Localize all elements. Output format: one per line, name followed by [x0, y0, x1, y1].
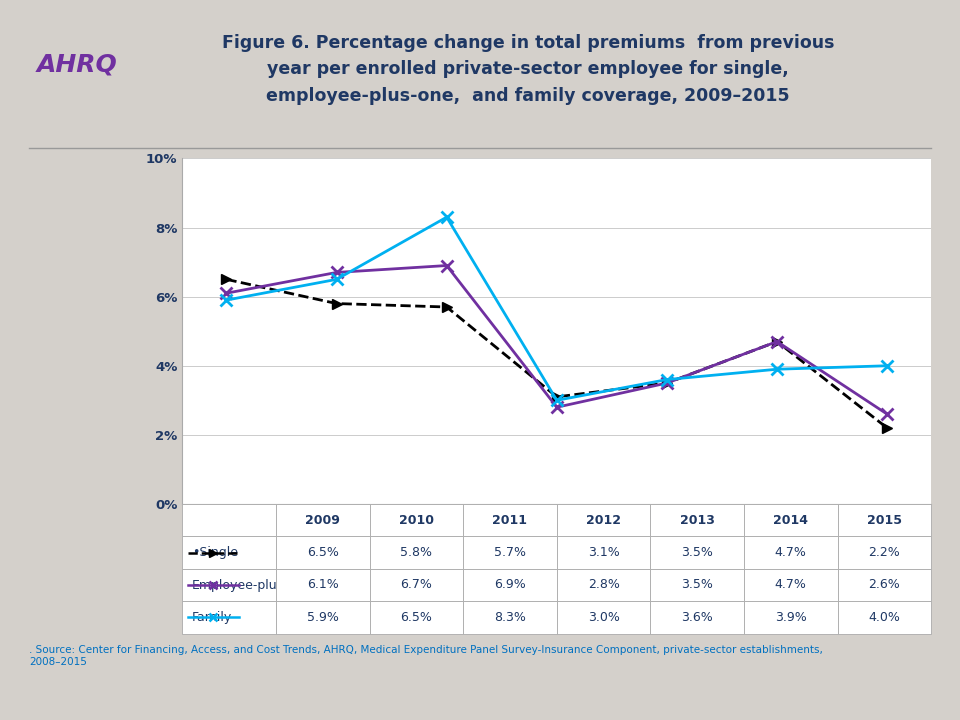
Text: . Source: Center for Financing, Access, and Cost Trends, AHRQ, Medical Expenditu: . Source: Center for Financing, Access, …	[29, 645, 823, 667]
Text: Figure 6. Percentage change in total premiums  from previous
year per enrolled p: Figure 6. Percentage change in total pre…	[222, 34, 834, 104]
Text: AHRQ: AHRQ	[36, 53, 117, 77]
